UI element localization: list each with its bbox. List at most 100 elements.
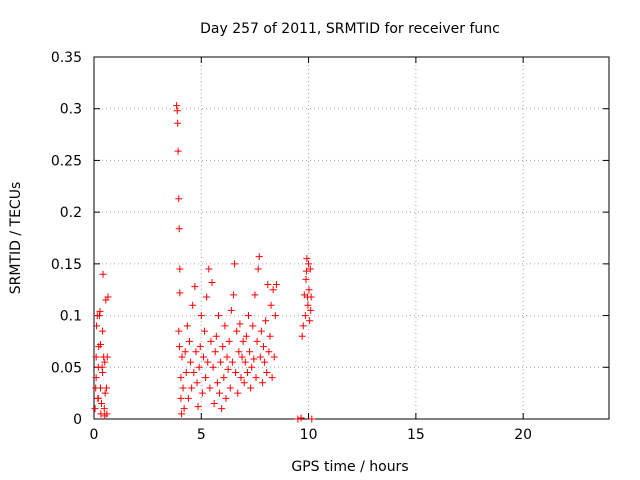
data-point xyxy=(264,281,272,289)
data-point xyxy=(237,374,245,382)
data-point xyxy=(99,327,107,335)
data-point xyxy=(213,379,221,387)
data-point xyxy=(176,265,184,273)
data-point xyxy=(304,301,312,309)
data-point xyxy=(302,275,310,283)
data-point xyxy=(104,293,112,301)
data-point xyxy=(253,337,261,345)
data-point xyxy=(91,405,99,413)
data-point xyxy=(272,281,280,289)
data-point xyxy=(303,255,311,263)
data-point xyxy=(307,306,315,314)
data-point xyxy=(266,332,274,340)
data-point xyxy=(180,405,188,413)
y-tick-label: 0.3 xyxy=(60,102,82,118)
data-point xyxy=(96,341,104,349)
data-point xyxy=(240,379,248,387)
data-point xyxy=(251,291,259,299)
data-point xyxy=(206,384,214,392)
data-point xyxy=(197,312,205,320)
data-point xyxy=(241,358,249,366)
data-point xyxy=(294,415,302,423)
y-tick-label: 0.2 xyxy=(60,205,82,221)
data-point xyxy=(97,410,105,418)
data-point xyxy=(305,260,313,268)
y-tick-label: 0.05 xyxy=(51,360,82,376)
data-point xyxy=(228,358,236,366)
data-point xyxy=(184,394,192,402)
data-point xyxy=(262,317,270,325)
data-point xyxy=(226,384,234,392)
data-point xyxy=(175,327,183,335)
data-point xyxy=(202,374,210,382)
data-point xyxy=(173,107,181,115)
data-point xyxy=(208,278,216,286)
data-point xyxy=(188,384,196,392)
data-point xyxy=(193,379,201,387)
data-point xyxy=(178,410,186,418)
data-point xyxy=(205,265,213,273)
data-point xyxy=(210,399,218,407)
data-point xyxy=(301,312,309,320)
data-point xyxy=(191,283,199,291)
data-points xyxy=(91,102,316,423)
data-point xyxy=(92,374,100,382)
data-point xyxy=(248,363,256,371)
y-tick-label: 0.1 xyxy=(60,309,82,325)
data-point xyxy=(94,394,102,402)
y-tick-label: 0.35 xyxy=(51,50,82,66)
data-point xyxy=(223,353,231,361)
data-point xyxy=(198,389,206,397)
data-point xyxy=(231,260,239,268)
data-point xyxy=(99,368,107,376)
data-point xyxy=(222,394,230,402)
data-point xyxy=(232,368,240,376)
y-tick-label: 0.15 xyxy=(51,257,82,273)
data-point xyxy=(173,102,181,110)
data-point xyxy=(305,286,313,294)
data-point xyxy=(299,322,307,330)
data-point xyxy=(194,403,202,411)
data-point xyxy=(103,410,111,418)
y-tick-label: 0 xyxy=(73,412,82,428)
data-point xyxy=(201,327,209,335)
data-point xyxy=(247,384,255,392)
data-point xyxy=(224,365,232,373)
data-point xyxy=(267,301,275,309)
data-point xyxy=(243,368,251,376)
axis-ticks: 0 5 10 15 20 0 0.05 0.1 0.15 0.2 0.25 0.3 0.35 xyxy=(51,50,609,443)
data-point xyxy=(96,307,104,315)
data-point xyxy=(203,293,211,301)
y-tick-label: 0.25 xyxy=(51,153,82,169)
data-point xyxy=(207,337,215,345)
data-point xyxy=(100,405,108,413)
data-point xyxy=(255,253,263,261)
data-point xyxy=(174,119,182,127)
data-point xyxy=(271,312,279,320)
data-point xyxy=(103,353,111,361)
data-point xyxy=(235,348,243,356)
data-point xyxy=(227,306,235,314)
data-point xyxy=(189,301,197,309)
x-tick-label: 15 xyxy=(407,427,425,443)
data-point xyxy=(196,343,204,351)
data-point xyxy=(216,389,224,397)
data-point xyxy=(101,389,109,397)
data-point xyxy=(242,332,250,340)
data-point xyxy=(178,353,186,361)
data-point xyxy=(185,337,193,345)
data-point xyxy=(187,358,195,366)
data-point xyxy=(96,384,104,392)
data-point xyxy=(307,293,315,301)
data-point xyxy=(269,286,277,294)
data-point xyxy=(92,353,100,361)
grid-lines xyxy=(94,57,609,419)
data-point xyxy=(181,348,189,356)
data-point xyxy=(239,337,247,345)
data-point xyxy=(229,291,237,299)
data-point xyxy=(302,267,310,275)
data-point xyxy=(175,225,183,233)
data-point xyxy=(190,368,198,376)
data-point xyxy=(195,363,203,371)
plot-frame xyxy=(93,56,610,420)
